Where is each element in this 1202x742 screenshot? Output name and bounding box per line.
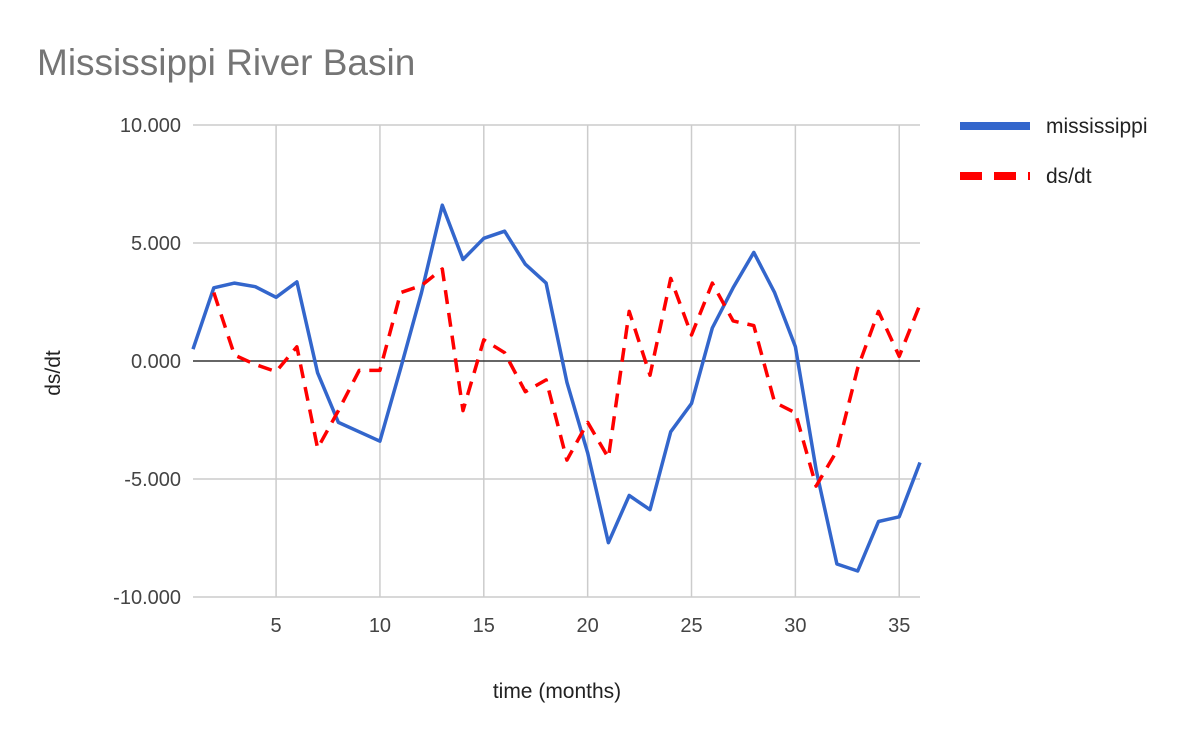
y-axis-label: ds/dt	[42, 350, 65, 396]
grid	[193, 124, 920, 598]
x-tick-label: 10	[369, 615, 391, 637]
legend: mississippi ds/dt	[960, 115, 1148, 188]
x-tick-label: 25	[680, 615, 702, 637]
axis-ticks: 5 10 15 20 25 30 35 -10.000 -5.000 0.000 5.000 10.0…	[113, 115, 910, 637]
y-tick-label: -5.000	[124, 469, 181, 491]
x-tick-label: 15	[473, 615, 495, 637]
x-tick-label: 5	[271, 615, 282, 637]
x-tick-label: 35	[888, 615, 910, 637]
series-lines	[191, 203, 922, 573]
y-tick-label: 5.000	[131, 233, 181, 255]
y-tick-label: -10.000	[113, 587, 181, 609]
y-tick-label: 10.000	[120, 115, 181, 137]
legend-label-dsdt: ds/dt	[1046, 165, 1092, 188]
x-tick-label: 30	[784, 615, 806, 637]
y-tick-label: 0.000	[131, 351, 181, 373]
series-line-dsdt	[212, 267, 922, 488]
series-line-mississippi	[191, 203, 922, 573]
chart-title: Mississippi River Basin	[37, 42, 415, 83]
legend-label-mississippi: mississippi	[1046, 115, 1148, 138]
x-tick-label: 20	[577, 615, 599, 637]
x-axis-label: time (months)	[493, 680, 621, 703]
